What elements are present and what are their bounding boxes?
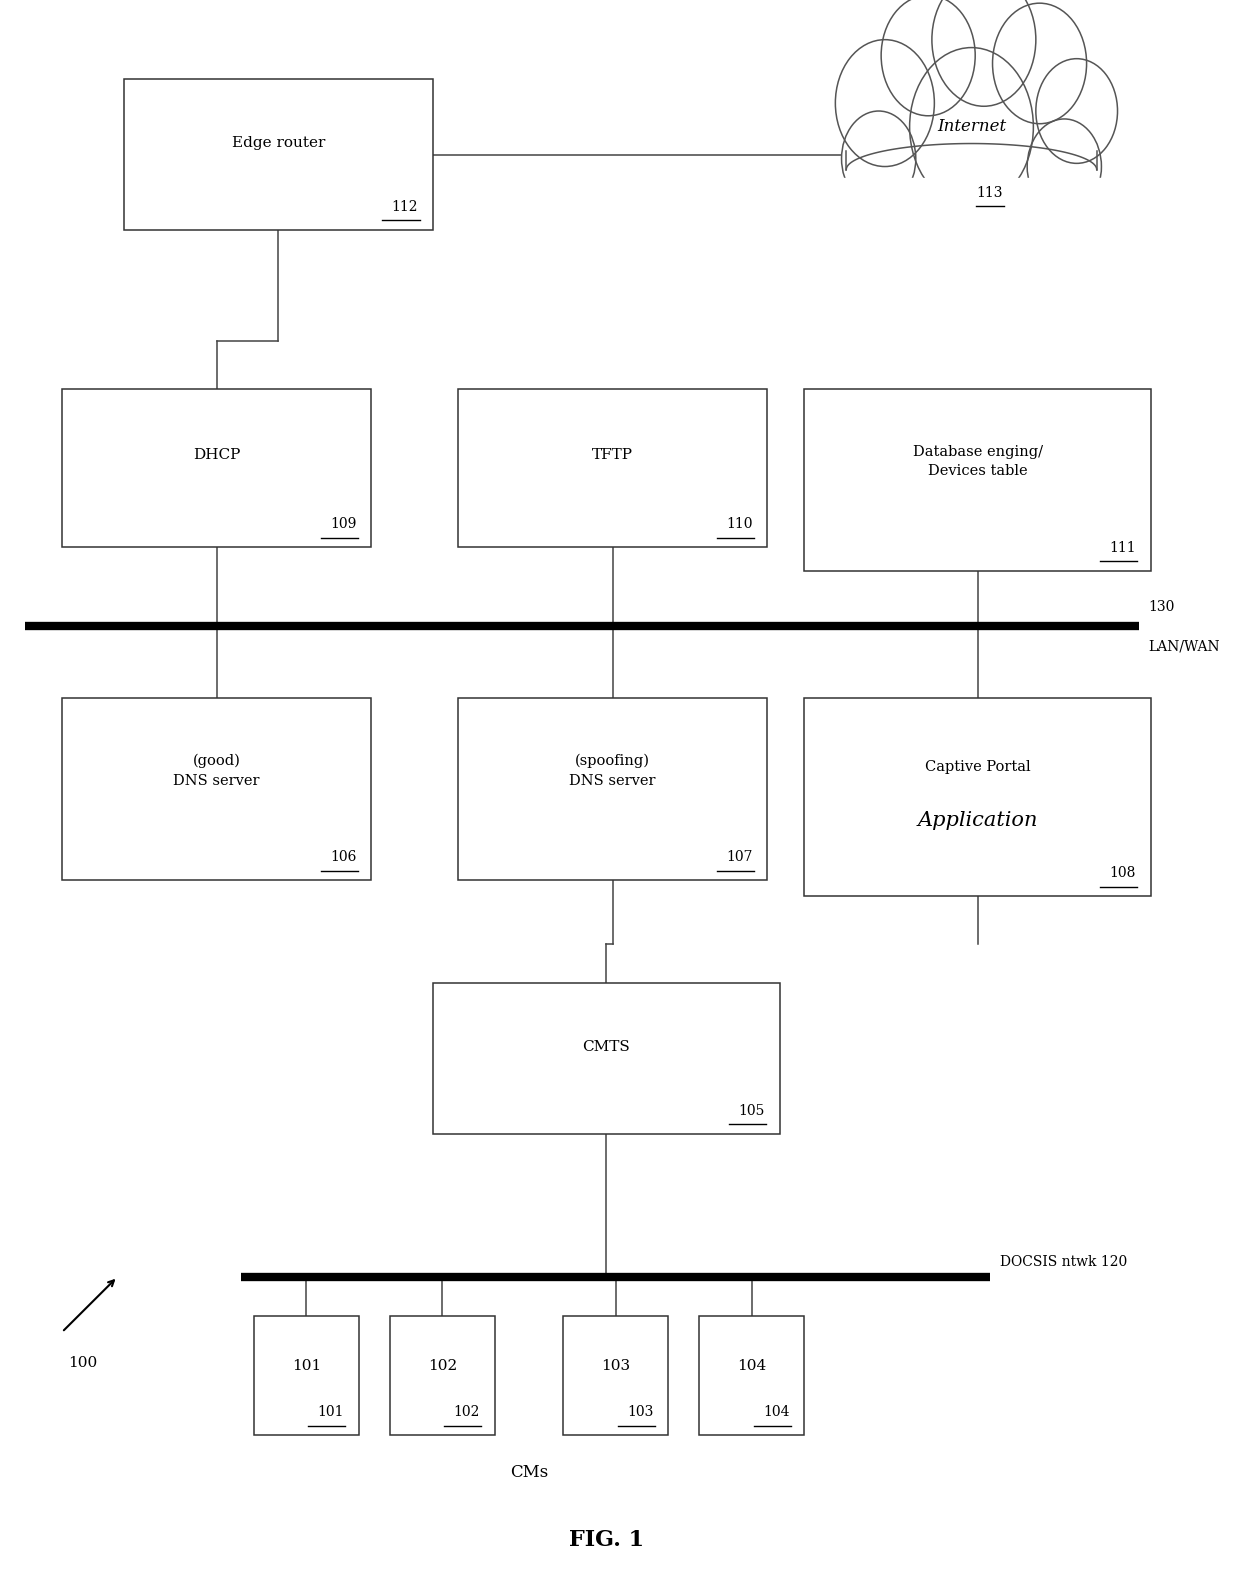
Text: Edge router: Edge router (232, 135, 325, 149)
Text: 103: 103 (601, 1359, 630, 1373)
Bar (699, 1316, 805, 1435)
Circle shape (992, 3, 1086, 124)
Text: 109: 109 (330, 517, 356, 531)
Bar (124, 79, 433, 230)
Bar (62, 389, 371, 547)
Polygon shape (817, 178, 1126, 230)
Text: DOCSIS ntwk 120: DOCSIS ntwk 120 (999, 1255, 1127, 1269)
Circle shape (836, 40, 935, 167)
Text: Application: Application (918, 812, 1038, 829)
Bar (254, 1316, 358, 1435)
Text: 105: 105 (739, 1104, 765, 1118)
Text: FIG. 1: FIG. 1 (569, 1529, 644, 1551)
Text: 101: 101 (291, 1359, 321, 1373)
Text: (good)
DNS server: (good) DNS server (174, 753, 260, 788)
Text: (spoofing)
DNS server: (spoofing) DNS server (569, 753, 656, 788)
Text: 113: 113 (977, 186, 1003, 200)
Text: CMTS: CMTS (583, 1039, 630, 1053)
Text: Internet: Internet (937, 119, 1006, 135)
Text: 102: 102 (428, 1359, 458, 1373)
Text: 111: 111 (1110, 541, 1136, 555)
Text: 104: 104 (738, 1359, 766, 1373)
Circle shape (1027, 119, 1101, 214)
Text: LAN/WAN: LAN/WAN (1148, 639, 1220, 653)
Text: DHCP: DHCP (193, 449, 241, 462)
Bar (458, 698, 768, 880)
Text: 101: 101 (317, 1405, 343, 1419)
Text: 130: 130 (1148, 600, 1174, 614)
Text: 112: 112 (392, 200, 418, 214)
Text: 104: 104 (763, 1405, 790, 1419)
Text: CMs: CMs (510, 1464, 548, 1481)
Bar (563, 1316, 668, 1435)
Circle shape (882, 0, 975, 116)
Text: 102: 102 (454, 1405, 480, 1419)
Bar (458, 389, 768, 547)
Text: 103: 103 (627, 1405, 653, 1419)
Text: 107: 107 (725, 850, 753, 864)
Bar (433, 983, 780, 1134)
Bar (805, 698, 1151, 896)
Text: Captive Portal: Captive Portal (925, 760, 1030, 774)
Text: 110: 110 (725, 517, 753, 531)
Text: TFTP: TFTP (591, 449, 634, 462)
Circle shape (1035, 59, 1117, 163)
Text: 100: 100 (68, 1356, 97, 1370)
Text: 106: 106 (330, 850, 356, 864)
Bar (389, 1316, 495, 1435)
Circle shape (910, 48, 1033, 206)
Text: 108: 108 (1110, 866, 1136, 880)
Bar (805, 389, 1151, 571)
Text: Database enging/
Devices table: Database enging/ Devices table (913, 444, 1043, 479)
Circle shape (842, 111, 916, 206)
Circle shape (932, 0, 1035, 106)
Bar (62, 698, 371, 880)
